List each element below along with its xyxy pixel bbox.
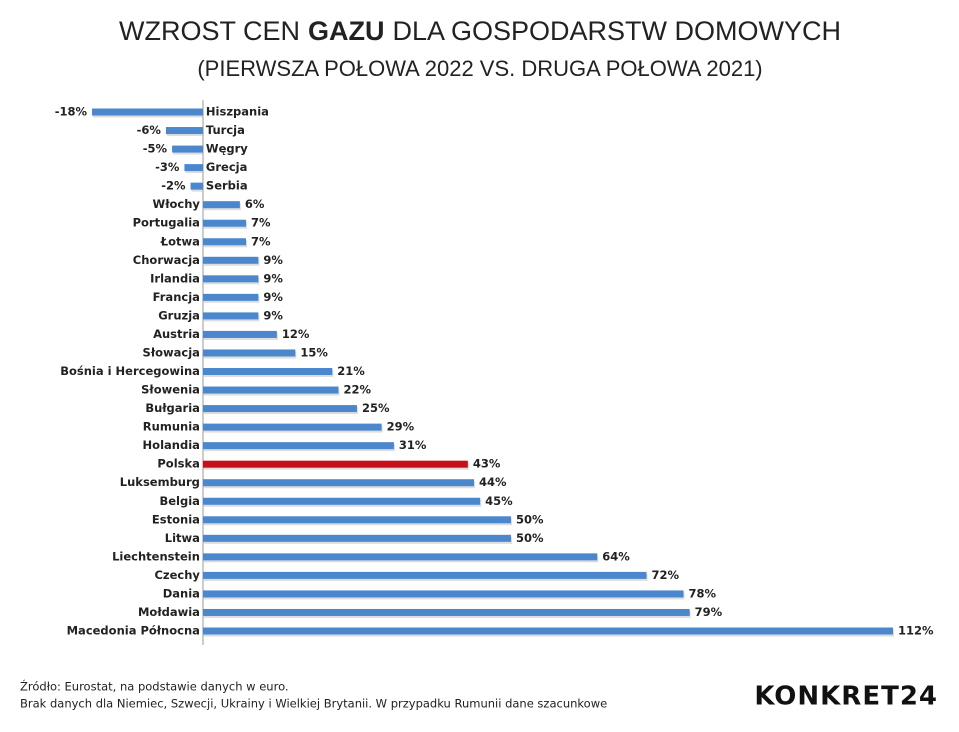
category-label: Serbia (206, 179, 248, 193)
category-label: Dania (163, 586, 200, 600)
value-label: -6% (137, 123, 162, 137)
value-label: 9% (263, 290, 283, 304)
category-label: Turcja (206, 123, 245, 137)
category-label: Estonia (152, 512, 200, 526)
value-label: 43% (473, 457, 501, 471)
bar (202, 256, 259, 264)
value-label: 44% (479, 475, 507, 489)
bar (190, 182, 203, 190)
value-label: 7% (251, 234, 271, 248)
value-label: 64% (602, 549, 630, 563)
value-label: -5% (143, 142, 168, 156)
category-label: Gruzja (158, 308, 200, 322)
bar (202, 627, 893, 635)
bar (202, 312, 259, 320)
bar (92, 108, 203, 116)
value-label: 22% (343, 383, 371, 397)
bar (202, 330, 277, 338)
bar (172, 145, 203, 153)
value-label: -3% (155, 160, 180, 174)
bar (202, 423, 382, 431)
value-label: 21% (337, 364, 365, 378)
bar (202, 479, 475, 487)
value-label: 31% (399, 438, 427, 452)
bar (202, 238, 247, 246)
bar (202, 201, 240, 209)
bar (202, 368, 333, 375)
brand-logo: KONKRET24 (754, 682, 938, 712)
value-label: 25% (362, 401, 390, 415)
value-label: 12% (282, 327, 310, 341)
bar (202, 608, 690, 616)
bar (202, 571, 647, 579)
value-label: -2% (161, 179, 186, 193)
value-label: 50% (516, 531, 544, 545)
category-label: Chorwacja (133, 253, 200, 267)
value-label: 79% (695, 605, 723, 619)
category-label: Grecja (206, 160, 247, 174)
category-label: Czechy (154, 568, 200, 582)
chart-subtitle: (PIERWSZA POŁOWA 2022 VS. DRUGA POŁOWA 2… (197, 56, 762, 81)
category-label: Słowacja (143, 345, 200, 359)
value-label: 9% (263, 253, 283, 267)
category-label: Mołdawia (138, 605, 200, 619)
value-label: 7% (251, 216, 271, 230)
title-part: GAZU (308, 16, 385, 46)
category-label: Bośnia i Hercegowina (60, 364, 200, 378)
category-label: Bułgaria (145, 401, 200, 415)
category-label: Łotwa (160, 234, 200, 248)
value-label: 9% (263, 308, 283, 322)
value-label: 6% (245, 197, 265, 211)
bar (202, 590, 684, 598)
category-label: Austria (153, 327, 200, 341)
category-label: Węgry (206, 142, 248, 156)
bar (165, 127, 203, 135)
value-label: 9% (263, 271, 283, 285)
title-part: WZROST CEN (119, 16, 300, 46)
bar (202, 219, 247, 227)
category-label: Hiszpania (206, 105, 269, 119)
category-label: Liechtenstein (112, 549, 200, 563)
value-label: -18% (55, 105, 88, 119)
category-label: Belgia (159, 494, 199, 508)
bar (202, 386, 339, 394)
value-label: 78% (689, 586, 717, 600)
bar (202, 442, 394, 450)
value-label: 50% (516, 512, 544, 526)
category-label: Luksemburg (120, 475, 200, 489)
category-label: Włochy (153, 197, 201, 211)
value-label: 72% (652, 568, 680, 582)
bar (184, 164, 203, 172)
bar (202, 553, 598, 561)
bar (202, 516, 511, 524)
title-part: DLA GOSPODARSTW DOMOWYCH (392, 16, 841, 46)
chart-title: WZROST CEN GAZU DLA GOSPODARSTW DOMOWYCH (119, 16, 841, 46)
bar (202, 534, 511, 542)
value-label: 45% (485, 494, 513, 508)
category-label: Polska (157, 457, 200, 471)
category-label: Rumunia (143, 420, 200, 434)
category-label: Litwa (165, 531, 200, 545)
value-label: 29% (387, 420, 415, 434)
bar (202, 460, 468, 468)
bar (202, 497, 481, 505)
bar (202, 293, 259, 301)
value-label: 15% (300, 345, 328, 359)
value-label: 112% (898, 624, 934, 638)
category-label: Macedonia Północna (67, 624, 200, 638)
category-label: Holandia (143, 438, 200, 452)
category-label: Słowenia (141, 383, 200, 397)
bar (202, 349, 296, 357)
category-label: Francja (153, 290, 200, 304)
category-label: Portugalia (133, 216, 200, 230)
source-note: Źródło: Eurostat, na podstawie danych w … (20, 679, 289, 694)
category-label: Irlandia (150, 271, 200, 285)
bar (202, 275, 259, 283)
source-note: Brak danych dla Niemiec, Szwecji, Ukrain… (20, 697, 607, 711)
bar (202, 405, 357, 413)
